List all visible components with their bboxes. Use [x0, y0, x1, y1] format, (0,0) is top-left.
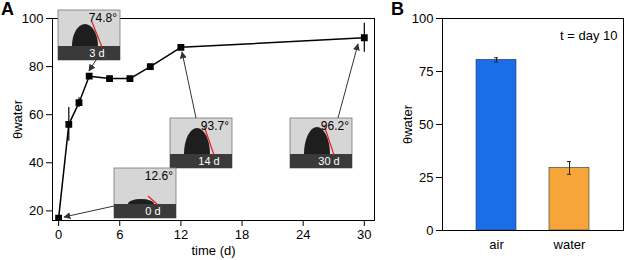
html-text:A: A — [1, 0, 14, 19]
svg-text:24: 24 — [296, 227, 310, 242]
svg-text:θwater: θwater — [400, 104, 415, 144]
svg-text:12.6°: 12.6° — [145, 169, 173, 183]
svg-text:0: 0 — [55, 227, 62, 242]
svg-text:6: 6 — [116, 227, 123, 242]
svg-text:time (d): time (d) — [191, 243, 235, 258]
svg-text:93.7°: 93.7° — [201, 119, 229, 133]
svg-text:20: 20 — [29, 203, 43, 218]
svg-text:74.8°: 74.8° — [89, 11, 117, 25]
svg-text:14 d: 14 d — [198, 155, 219, 167]
svg-text:0: 0 — [426, 223, 433, 238]
svg-text:30: 30 — [357, 227, 371, 242]
svg-text:60: 60 — [29, 107, 43, 122]
svg-text:100: 100 — [22, 11, 44, 26]
svg-text:40: 40 — [29, 155, 43, 170]
svg-text:75: 75 — [419, 64, 433, 79]
svg-text:12: 12 — [174, 227, 188, 242]
svg-text:96.2°: 96.2° — [321, 119, 349, 133]
svg-text:t = day 10: t = day 10 — [560, 28, 617, 43]
svg-text:θwater: θwater — [10, 99, 25, 139]
svg-text:0 d: 0 d — [145, 205, 160, 217]
svg-text:100: 100 — [412, 11, 434, 26]
svg-text:25: 25 — [419, 170, 433, 185]
svg-text:3 d: 3 d — [89, 47, 104, 59]
svg-text:18: 18 — [235, 227, 249, 242]
svg-text:water: water — [553, 237, 586, 252]
svg-text:air: air — [489, 237, 504, 252]
svg-text:30 d: 30 d — [318, 155, 339, 167]
svg-text:80: 80 — [29, 59, 43, 74]
svg-text:50: 50 — [419, 117, 433, 132]
html-text:B: B — [391, 0, 404, 19]
